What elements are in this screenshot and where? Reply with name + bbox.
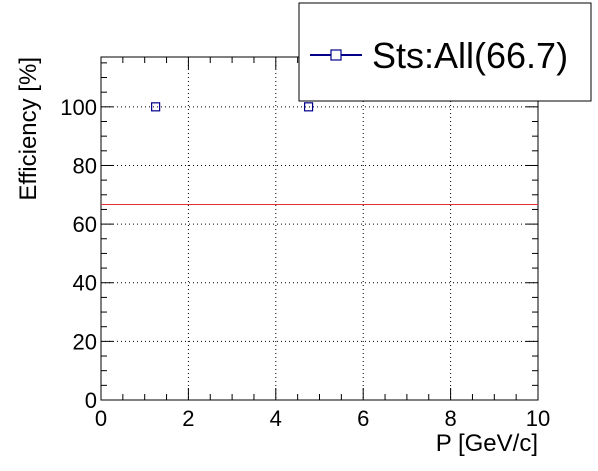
x-tick-label: 0	[95, 406, 107, 431]
y-tick-label: 40	[73, 271, 97, 296]
x-tick-label: 4	[270, 406, 282, 431]
y-axis-label: Efficiency [%]	[15, 57, 42, 201]
legend: Sts:All(66.7)	[298, 2, 592, 102]
y-tick-label: 60	[73, 212, 97, 237]
y-tick-label: 100	[60, 95, 97, 120]
x-tick-label: 8	[444, 406, 456, 431]
data-point	[303, 102, 314, 112]
y-tick-label: 0	[85, 388, 97, 413]
legend-marker	[330, 49, 342, 61]
x-tick-label: 10	[526, 406, 550, 431]
y-tick-label: 80	[73, 153, 97, 178]
y-tick-label: 20	[73, 329, 97, 354]
data-point	[151, 102, 161, 112]
x-axis-label: P [GeV/c]	[436, 430, 538, 457]
legend-box	[298, 2, 592, 102]
legend-label: Sts:All(66.7)	[372, 35, 568, 76]
grid-lines	[101, 57, 538, 400]
x-tick-label: 6	[357, 406, 369, 431]
data-points	[151, 102, 314, 112]
plot-frame	[100, 56, 539, 401]
x-tick-label: 2	[182, 406, 194, 431]
